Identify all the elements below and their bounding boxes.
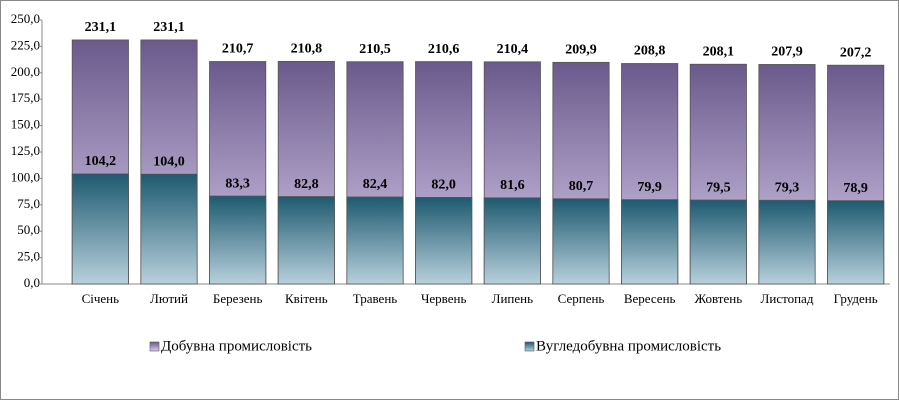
y-tick-label: 25,0 — [17, 249, 40, 264]
y-tick-label: 50,0 — [17, 222, 40, 237]
data-label: 104,2 — [85, 154, 117, 169]
bar — [140, 173, 198, 285]
data-label: 231,1 — [85, 20, 117, 35]
y-tick-label: 250,0 — [11, 11, 40, 26]
x-tick-label: Квітень — [285, 291, 328, 306]
data-label: 79,3 — [775, 180, 800, 195]
data-label: 207,9 — [771, 45, 803, 60]
y-tick-label: 200,0 — [11, 64, 40, 79]
data-label: 78,9 — [843, 181, 868, 196]
bar — [758, 199, 816, 285]
bar — [689, 199, 747, 285]
data-label: 208,1 — [703, 44, 735, 59]
data-label: 209,9 — [565, 43, 597, 58]
bar — [827, 200, 885, 285]
x-tick-label: Січень — [82, 291, 120, 306]
data-label: 231,1 — [153, 20, 185, 35]
bar — [552, 198, 610, 285]
data-label: 210,6 — [428, 42, 460, 57]
legend-swatch — [524, 341, 535, 352]
data-label: 210,5 — [359, 42, 391, 57]
legend-swatch — [149, 341, 160, 352]
y-tick-label: 125,0 — [11, 143, 40, 158]
x-tick-label: Листопад — [761, 291, 814, 306]
x-tick-label: Червень — [421, 291, 467, 306]
y-tick-label: 75,0 — [17, 196, 40, 211]
y-tick-label: 225,0 — [11, 37, 40, 52]
data-label: 80,7 — [569, 179, 594, 194]
data-label: 83,3 — [225, 176, 250, 191]
data-label: 210,4 — [497, 42, 529, 57]
data-label: 82,8 — [294, 177, 319, 192]
y-tick-label: 100,0 — [11, 169, 40, 184]
x-tick-label: Липень — [492, 291, 533, 306]
bar — [346, 196, 404, 285]
x-tick-label: Лютий — [150, 291, 188, 306]
data-label: 82,0 — [431, 178, 456, 193]
bar — [621, 199, 679, 285]
x-tick-label: Травень — [353, 291, 398, 306]
data-label: 79,5 — [706, 180, 731, 195]
data-label: 208,8 — [634, 44, 666, 59]
data-label: 81,6 — [500, 178, 525, 193]
y-tick-label: 150,0 — [11, 117, 40, 132]
bar — [415, 197, 473, 285]
y-tick-label: 0,0 — [24, 275, 40, 290]
data-label: 79,9 — [637, 180, 662, 195]
data-label: 104,0 — [153, 154, 185, 169]
bar — [71, 173, 129, 285]
y-tick-label: 175,0 — [11, 90, 40, 105]
x-tick-label: Вересень — [624, 291, 676, 306]
x-tick-label: Жовтень — [695, 291, 743, 306]
data-label: 82,4 — [363, 177, 388, 192]
x-tick-label: Серпень — [558, 291, 605, 306]
bar — [209, 195, 267, 285]
data-label: 210,8 — [291, 42, 323, 57]
x-tick-label: Березень — [213, 291, 263, 306]
legend-label: Добувна промисловість — [161, 338, 312, 354]
data-label: 207,2 — [840, 45, 872, 60]
bar — [277, 196, 335, 285]
legend-label: Вугледобувна промисловість — [536, 338, 721, 354]
data-label: 210,7 — [222, 42, 254, 57]
bar — [483, 197, 541, 285]
x-tick-label: Грудень — [834, 291, 878, 306]
